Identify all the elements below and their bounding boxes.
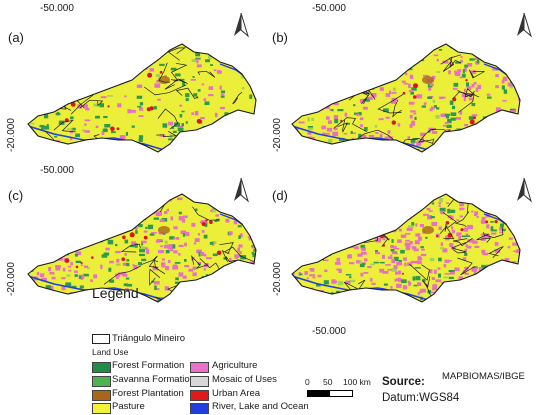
panel-a-top-coordinate: -50.000 — [40, 3, 74, 14]
legend-item-mosaic-of-uses: Mosaic of Uses — [212, 374, 277, 385]
legend-swatch-forest-plantation — [92, 390, 111, 401]
north-arrow-icon — [517, 12, 532, 38]
source-value: MAPBIOMAS/IBGE — [442, 371, 525, 382]
panel-d-map — [291, 193, 521, 303]
legend-title: Legend — [92, 285, 139, 301]
legend-item-pasture: Pasture — [112, 401, 145, 412]
panel-c-top-coordinate: -50.000 — [40, 165, 74, 176]
legend-swatch-forest-formation — [92, 362, 111, 373]
legend-swatch-agriculture — [190, 362, 209, 373]
north-arrow-icon — [517, 177, 532, 203]
legend-region-label: Triângulo Mineiro — [112, 333, 186, 344]
scale-bar-label-0: 0 — [305, 377, 310, 387]
legend-item-forest-plantation: Forest Plantation — [112, 388, 184, 399]
legend-region-swatch — [92, 334, 110, 344]
legend-item-river-lake-ocean: River, Lake and Ocean — [212, 401, 309, 412]
legend-item-savanna-formation: Savanna Formation — [112, 374, 195, 385]
panel-c-label: (c) — [8, 188, 24, 203]
legend-land-use-heading: Land Use — [92, 347, 129, 357]
panel-b-label: (b) — [272, 30, 288, 45]
legend-swatch-mosaic-of-uses — [190, 376, 209, 387]
panel-a-map — [27, 43, 257, 153]
scale-bar — [307, 390, 353, 397]
scale-bar-label-100km: 100 km — [343, 377, 371, 387]
panel-d-top-coordinate: -50.000 — [312, 326, 346, 337]
panel-a-label: (a) — [8, 30, 24, 45]
scale-bar-label-50: 50 — [323, 377, 333, 387]
north-arrow-icon — [234, 12, 249, 38]
panel-b-map — [291, 43, 521, 153]
legend-item-forest-formation: Forest Formation — [112, 360, 185, 371]
north-arrow-icon — [234, 177, 249, 203]
legend-item-agriculture: Agriculture — [212, 360, 258, 371]
datum-label: Datum:WGS84 — [382, 392, 460, 404]
panel-b-top-coordinate: -50.000 — [312, 3, 346, 14]
source-label: Source: — [382, 376, 425, 388]
panel-b-side-coordinate: -20.000 — [272, 118, 283, 152]
panel-d-side-coordinate: -20.000 — [272, 262, 283, 296]
legend-swatch-river-lake-ocean — [190, 403, 209, 414]
legend-swatch-urban-area — [190, 390, 209, 401]
panel-c-side-coordinate: -20.000 — [6, 262, 17, 296]
panel-c-map — [27, 193, 257, 303]
panel-a-side-coordinate: -20.000 — [6, 118, 17, 152]
panel-d-label: (d) — [272, 188, 288, 203]
legend-swatch-pasture — [92, 403, 111, 414]
legend-item-urban-area: Urban Area — [212, 388, 261, 399]
legend-swatch-savanna-formation — [92, 376, 111, 387]
